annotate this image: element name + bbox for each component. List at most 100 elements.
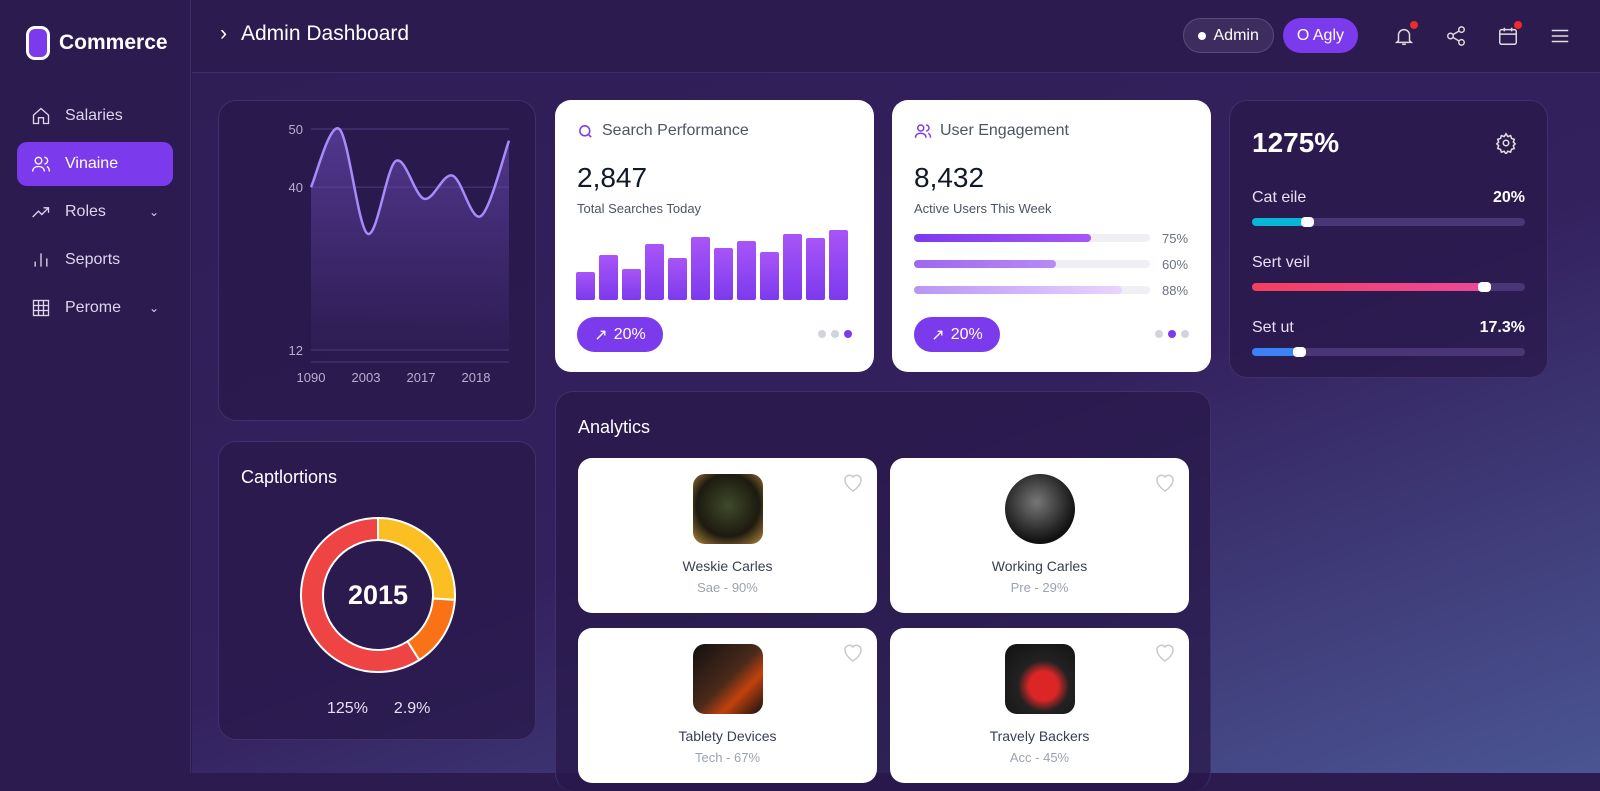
search-count: 2,847 <box>577 162 648 193</box>
series-line <box>309 127 511 235</box>
heart-icon[interactable] <box>841 470 865 494</box>
line-chart-card: 12 40 50 1090 2003 2017 2018 <box>218 100 536 421</box>
notifications-button[interactable] <box>1378 18 1430 53</box>
stat-value: 20% <box>1492 189 1525 206</box>
gear-icon[interactable] <box>1495 132 1517 154</box>
product-card[interactable]: Travely Backers Acc - 45% <box>890 628 1189 783</box>
stat-label: Sert veil <box>1252 254 1310 271</box>
product-name: Tablety Devices <box>678 728 777 744</box>
share-icon <box>1447 25 1465 46</box>
progress-bar <box>914 286 1150 294</box>
progress-label: 60% <box>1162 256 1189 272</box>
product-card[interactable]: Tablety Devices Tech - 67% <box>578 628 877 783</box>
admin-badge[interactable]: Admin <box>1182 18 1274 53</box>
search-subtitle: Total Searches Today <box>577 201 702 216</box>
bar <box>760 252 779 300</box>
share-button[interactable] <box>1430 18 1482 53</box>
bar <box>829 230 848 300</box>
x-tick-label: 2018 <box>462 370 491 385</box>
stat-value: 17.3% <box>1479 319 1525 336</box>
bar <box>599 255 618 300</box>
stat-label: Set ut <box>1252 319 1294 336</box>
pager-dot <box>1181 330 1189 338</box>
progress-fill <box>914 234 1091 242</box>
product-name: Travely Backers <box>989 728 1090 744</box>
bar <box>576 272 595 300</box>
donut-chart: 2015 <box>300 516 456 673</box>
admin-label: Admin <box>1213 26 1259 44</box>
hamburger-icon <box>1551 29 1569 42</box>
x-tick-label: 1090 <box>297 370 326 385</box>
brand-name: Commerce <box>59 31 168 54</box>
product-image <box>693 474 763 544</box>
sidebar-nav: Salaries Vinaine Roles ⌄ Seports Perome … <box>17 94 173 334</box>
bell-icon <box>1394 28 1414 45</box>
bar <box>783 234 802 300</box>
trending-icon <box>32 207 50 218</box>
notification-dot <box>1410 21 1418 29</box>
line-chart: 12 40 50 1090 2003 2017 2018 <box>289 122 511 385</box>
page-title: Admin Dashboard <box>241 22 410 45</box>
product-image <box>693 644 763 714</box>
engagement-subtitle: Active Users This Week <box>914 201 1052 216</box>
calendar-button[interactable] <box>1482 18 1534 53</box>
grid-icon <box>32 299 50 317</box>
trend-badge[interactable]: ↗ 20% <box>914 317 1000 352</box>
pager-dot <box>844 330 852 338</box>
sidebar-item-perome[interactable]: Perome ⌄ <box>17 286 173 330</box>
calendar-icon <box>1499 27 1517 45</box>
heart-icon[interactable] <box>1153 470 1177 494</box>
bar-chart-icon <box>34 253 48 267</box>
progress-label: 75% <box>1162 230 1189 246</box>
user-label: O Agly <box>1296 26 1344 44</box>
x-tick-label: 2017 <box>407 370 436 385</box>
slider-knob[interactable] <box>1293 347 1307 357</box>
stat-fill <box>1252 283 1485 291</box>
brand-logo[interactable]: Commerce <box>26 26 168 60</box>
user-engagement-card: User Engagement 8,432 Active Users This … <box>892 100 1211 372</box>
menu-button[interactable] <box>1534 18 1586 53</box>
heart-icon[interactable] <box>841 640 865 664</box>
sidebar-item-vinaine[interactable]: Vinaine <box>17 142 173 186</box>
pager-dots[interactable] <box>1155 330 1189 338</box>
heart-icon[interactable] <box>1153 640 1177 664</box>
product-meta: Pre - 29% <box>1010 580 1069 595</box>
bar <box>737 241 756 300</box>
pager-dot <box>1168 330 1176 338</box>
trend-up-icon: ↗ <box>594 326 608 344</box>
engagement-count: 8,432 <box>914 162 985 193</box>
sidebar: Commerce Salaries Vinaine Roles ⌄ Seport… <box>0 0 191 773</box>
x-tick-label: 2003 <box>352 370 381 385</box>
pager-dots[interactable] <box>818 330 852 338</box>
card-title: Search Performance <box>602 122 749 139</box>
trend-badge[interactable]: ↗ 20% <box>577 317 663 352</box>
pager-dot <box>818 330 826 338</box>
search-icon <box>579 124 592 138</box>
slider-knob[interactable] <box>1300 217 1314 227</box>
slider-knob[interactable] <box>1478 282 1492 292</box>
chevron-right-icon[interactable]: › <box>220 22 227 45</box>
product-card[interactable]: Working Carles Pre - 29% <box>890 458 1189 613</box>
y-tick-label: 12 <box>289 343 303 358</box>
sidebar-item-salaries[interactable]: Salaries <box>17 94 173 138</box>
users-icon <box>914 124 932 138</box>
stat-slider[interactable] <box>1252 217 1525 227</box>
chevron-down-icon[interactable]: ⌄ <box>148 301 159 315</box>
product-meta: Tech - 67% <box>694 750 761 765</box>
bar <box>622 269 641 300</box>
sidebar-item-label: Perome <box>65 299 122 316</box>
product-card[interactable]: Weskie Carles Sae - 90% <box>578 458 877 613</box>
chevron-down-icon[interactable]: ⌄ <box>148 205 159 219</box>
bar <box>668 258 687 300</box>
user-button[interactable]: O Agly <box>1282 18 1358 53</box>
progress-row: 60% <box>914 256 1189 272</box>
analytics-card: Analytics Weskie Carles Sae - 90% Working … <box>555 391 1211 791</box>
sidebar-item-label: Roles <box>65 203 106 220</box>
sidebar-item-roles[interactable]: Roles ⌄ <box>17 190 173 234</box>
y-tick-label: 40 <box>289 180 303 195</box>
sidebar-item-seports[interactable]: Seports <box>17 238 173 282</box>
stat-slider[interactable] <box>1252 282 1525 292</box>
trend-value: 20% <box>613 325 646 343</box>
stat-fill <box>1252 218 1307 226</box>
stat-slider[interactable] <box>1252 347 1525 357</box>
